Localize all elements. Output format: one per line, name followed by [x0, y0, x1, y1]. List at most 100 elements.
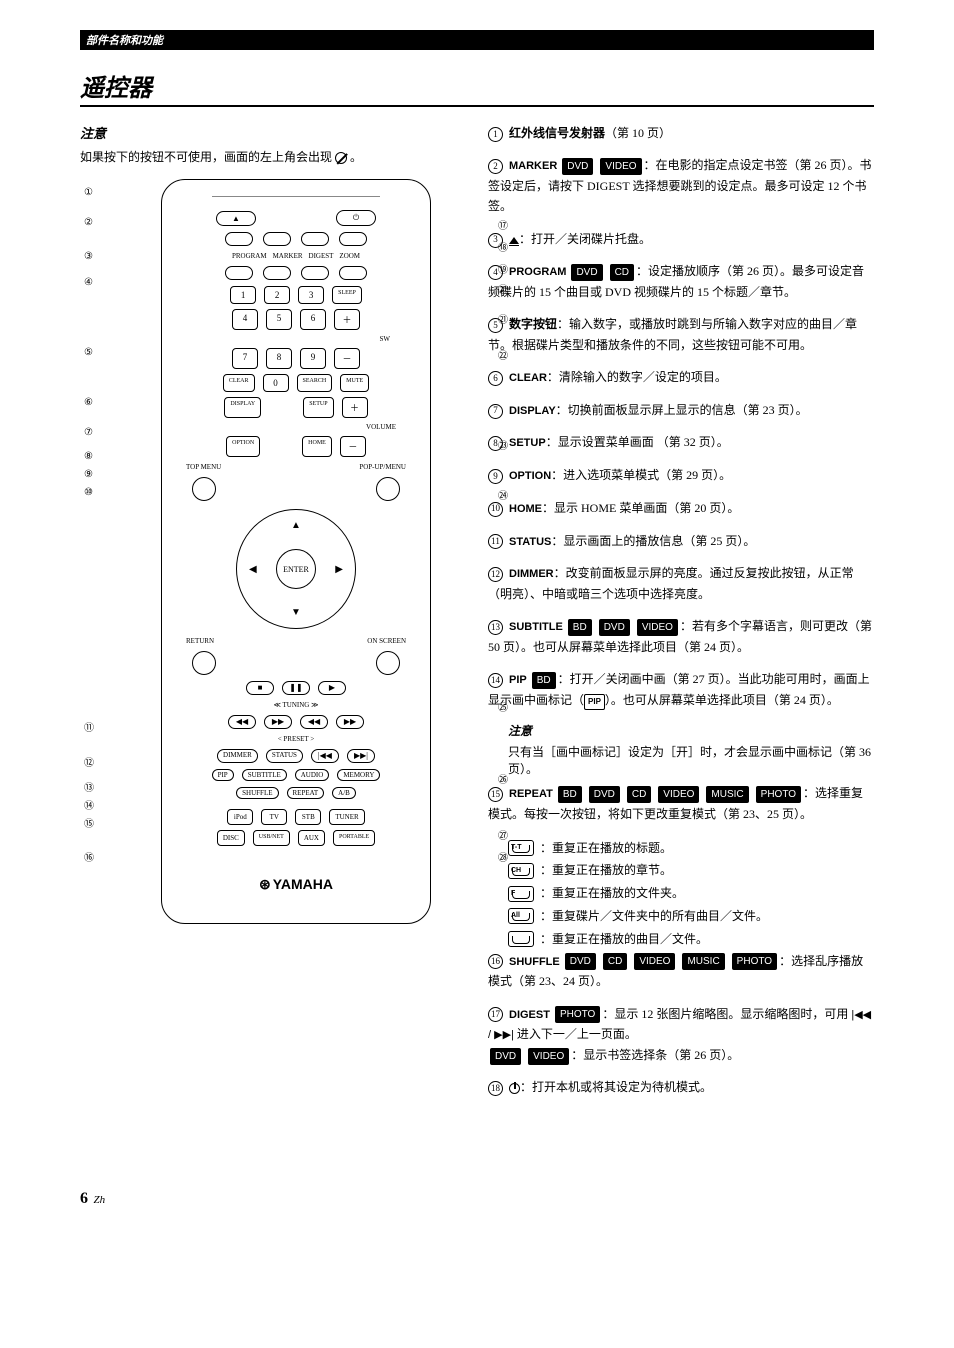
tv-button[interactable]: TV — [261, 809, 287, 825]
description-item: 15REPEAT BD DVD CD VIDEO MUSIC PHOTO：选择重… — [488, 783, 874, 824]
prohibit-icon — [335, 152, 347, 164]
ipod-button[interactable]: iPod — [227, 809, 253, 825]
option-button[interactable]: OPTION — [226, 436, 260, 457]
color-btn-3[interactable] — [301, 232, 329, 246]
color-btn-1[interactable] — [225, 232, 253, 246]
num-6[interactable]: 6 — [300, 309, 326, 330]
callout-25: ㉕ — [498, 699, 508, 714]
item-number-icon: 16 — [488, 954, 503, 969]
eject-button[interactable]: ▲ — [216, 211, 256, 226]
section-header: 部件名称和功能 — [80, 30, 874, 50]
aux-button[interactable]: AUX — [298, 830, 325, 846]
repeat-button[interactable]: REPEAT — [287, 787, 325, 799]
num-8[interactable]: 8 — [266, 348, 292, 369]
description-item: 9OPTION：进入选项菜单模式（第 29 页）。 — [488, 465, 874, 486]
power-button[interactable]: ⏻ — [336, 210, 376, 226]
format-badge: MUSIC — [682, 953, 724, 970]
shuffle-button[interactable]: SHUFFLE — [236, 787, 278, 799]
format-badge: DVD — [565, 953, 596, 970]
callout-8: ⑧ — [84, 451, 93, 462]
item-number-icon: 9 — [488, 469, 503, 484]
prev-button[interactable]: ◀◀ — [300, 715, 328, 729]
format-badge: BD — [568, 619, 592, 636]
description-item: 12DIMMER：改变前面板显示屏的亮度。通过反复按此按钮，从正常（明亮）、中暗… — [488, 563, 874, 604]
callout-18: ⑱ — [498, 239, 508, 254]
callout-26: ㉖ — [498, 771, 508, 786]
color-btn-4[interactable] — [339, 232, 367, 246]
dimmer-button[interactable]: DIMMER — [217, 749, 258, 763]
format-badge: CD — [627, 786, 651, 803]
mute-button[interactable]: MUTE — [340, 374, 369, 392]
callout-12: ⑫ — [84, 754, 94, 769]
callout-2: ② — [84, 217, 93, 228]
zoom-button[interactable] — [339, 266, 367, 280]
topmenu-button[interactable] — [192, 477, 216, 501]
pip-button[interactable]: PIP — [212, 769, 234, 781]
rew-button[interactable]: ◀◀ — [228, 715, 256, 729]
num-0[interactable]: 0 — [263, 374, 289, 392]
stop-button[interactable]: ■ — [246, 681, 274, 695]
clear-button[interactable]: CLEAR — [223, 374, 255, 392]
status-button[interactable]: STATUS — [266, 749, 303, 763]
callout-20: ⑳ — [498, 281, 508, 296]
program-button[interactable] — [225, 266, 253, 280]
description-item: 3：打开／关闭碟片托盘。 — [488, 229, 874, 249]
usbnet-button[interactable]: USB/NET — [253, 830, 290, 846]
audio-button[interactable]: AUDIO — [295, 769, 330, 781]
description-item: 14PIP BD：打开／关闭画中画（第 27 页）。当此功能可用时，画面上显示画… — [488, 669, 874, 710]
setup-button[interactable]: SETUP — [303, 397, 333, 418]
direction-pad[interactable]: ▲▼◀▶ ENTER — [236, 509, 356, 629]
item-number-icon: 15 — [488, 787, 503, 802]
format-badge: DVD — [589, 786, 620, 803]
home-button[interactable]: HOME — [302, 436, 332, 457]
vol-up-button[interactable]: ＋ — [342, 397, 368, 418]
description-item: 16SHUFFLE DVD CD VIDEO MUSIC PHOTO：选择乱序播… — [488, 951, 874, 992]
callout-17: ⑰ — [498, 217, 508, 232]
enter-button[interactable]: ENTER — [276, 549, 316, 589]
play-button[interactable]: ▶ — [318, 681, 346, 695]
vol-down-button[interactable]: － — [340, 436, 366, 457]
format-badge: DVD — [490, 1048, 521, 1065]
subtitle-button[interactable]: SUBTITLE — [242, 769, 287, 781]
num-4[interactable]: 4 — [232, 309, 258, 330]
digest-button[interactable] — [301, 266, 329, 280]
callout-16: ⑯ — [84, 849, 94, 864]
onscreen-button[interactable] — [376, 651, 400, 675]
memory-button[interactable]: MEMORY — [337, 769, 380, 781]
pause-button[interactable]: ❚❚ — [282, 681, 310, 695]
sleep-button[interactable]: SLEEP — [332, 286, 362, 304]
ff-button[interactable]: ▶▶ — [264, 715, 292, 729]
sw-down-button[interactable]: － — [334, 348, 360, 369]
num-3[interactable]: 3 — [298, 286, 324, 304]
num-1[interactable]: 1 — [230, 286, 256, 304]
repeat-icon: F — [508, 886, 534, 902]
format-badge: MUSIC — [706, 786, 748, 803]
disc-button[interactable]: DISC — [217, 830, 245, 846]
return-button[interactable] — [192, 651, 216, 675]
search-button[interactable]: SEARCH — [297, 374, 333, 392]
num-5[interactable]: 5 — [266, 309, 292, 330]
page-lang: Zh — [94, 1194, 106, 1206]
description-item: 17DIGEST PHOTO：显示 12 张图片缩略图。显示缩略图时，可用 |◀… — [488, 1004, 874, 1066]
num-7[interactable]: 7 — [232, 348, 258, 369]
format-badge: BD — [532, 672, 556, 689]
sw-up-button[interactable]: ＋ — [334, 309, 360, 330]
repeat-mode-line: All：重复碟片／文件夹中的所有曲目／文件。 — [508, 905, 874, 928]
num-9[interactable]: 9 — [300, 348, 326, 369]
portable-button[interactable]: PORTABLE — [333, 830, 375, 846]
skip-fwd-button[interactable]: ▶▶| — [347, 749, 375, 763]
marker-button[interactable] — [263, 266, 291, 280]
description-item: 2MARKER DVD VIDEO：在电影的指定点设定书签（第 26 页）。书签… — [488, 155, 874, 216]
description-item: 13SUBTITLE BD DVD VIDEO：若有多个字幕语言，则可更改（第 … — [488, 616, 874, 657]
skip-back-button[interactable]: |◀◀ — [311, 749, 339, 763]
display-button[interactable]: DISPLAY — [224, 397, 261, 418]
color-btn-2[interactable] — [263, 232, 291, 246]
item-number-icon: 14 — [488, 673, 503, 688]
popup-button[interactable] — [376, 477, 400, 501]
stb-button[interactable]: STB — [295, 809, 321, 825]
num-2[interactable]: 2 — [264, 286, 290, 304]
tuner-button[interactable]: TUNER — [329, 809, 364, 825]
ab-button[interactable]: A/B — [332, 787, 356, 799]
item-number-icon: 6 — [488, 371, 503, 386]
next-button[interactable]: ▶▶ — [336, 715, 364, 729]
